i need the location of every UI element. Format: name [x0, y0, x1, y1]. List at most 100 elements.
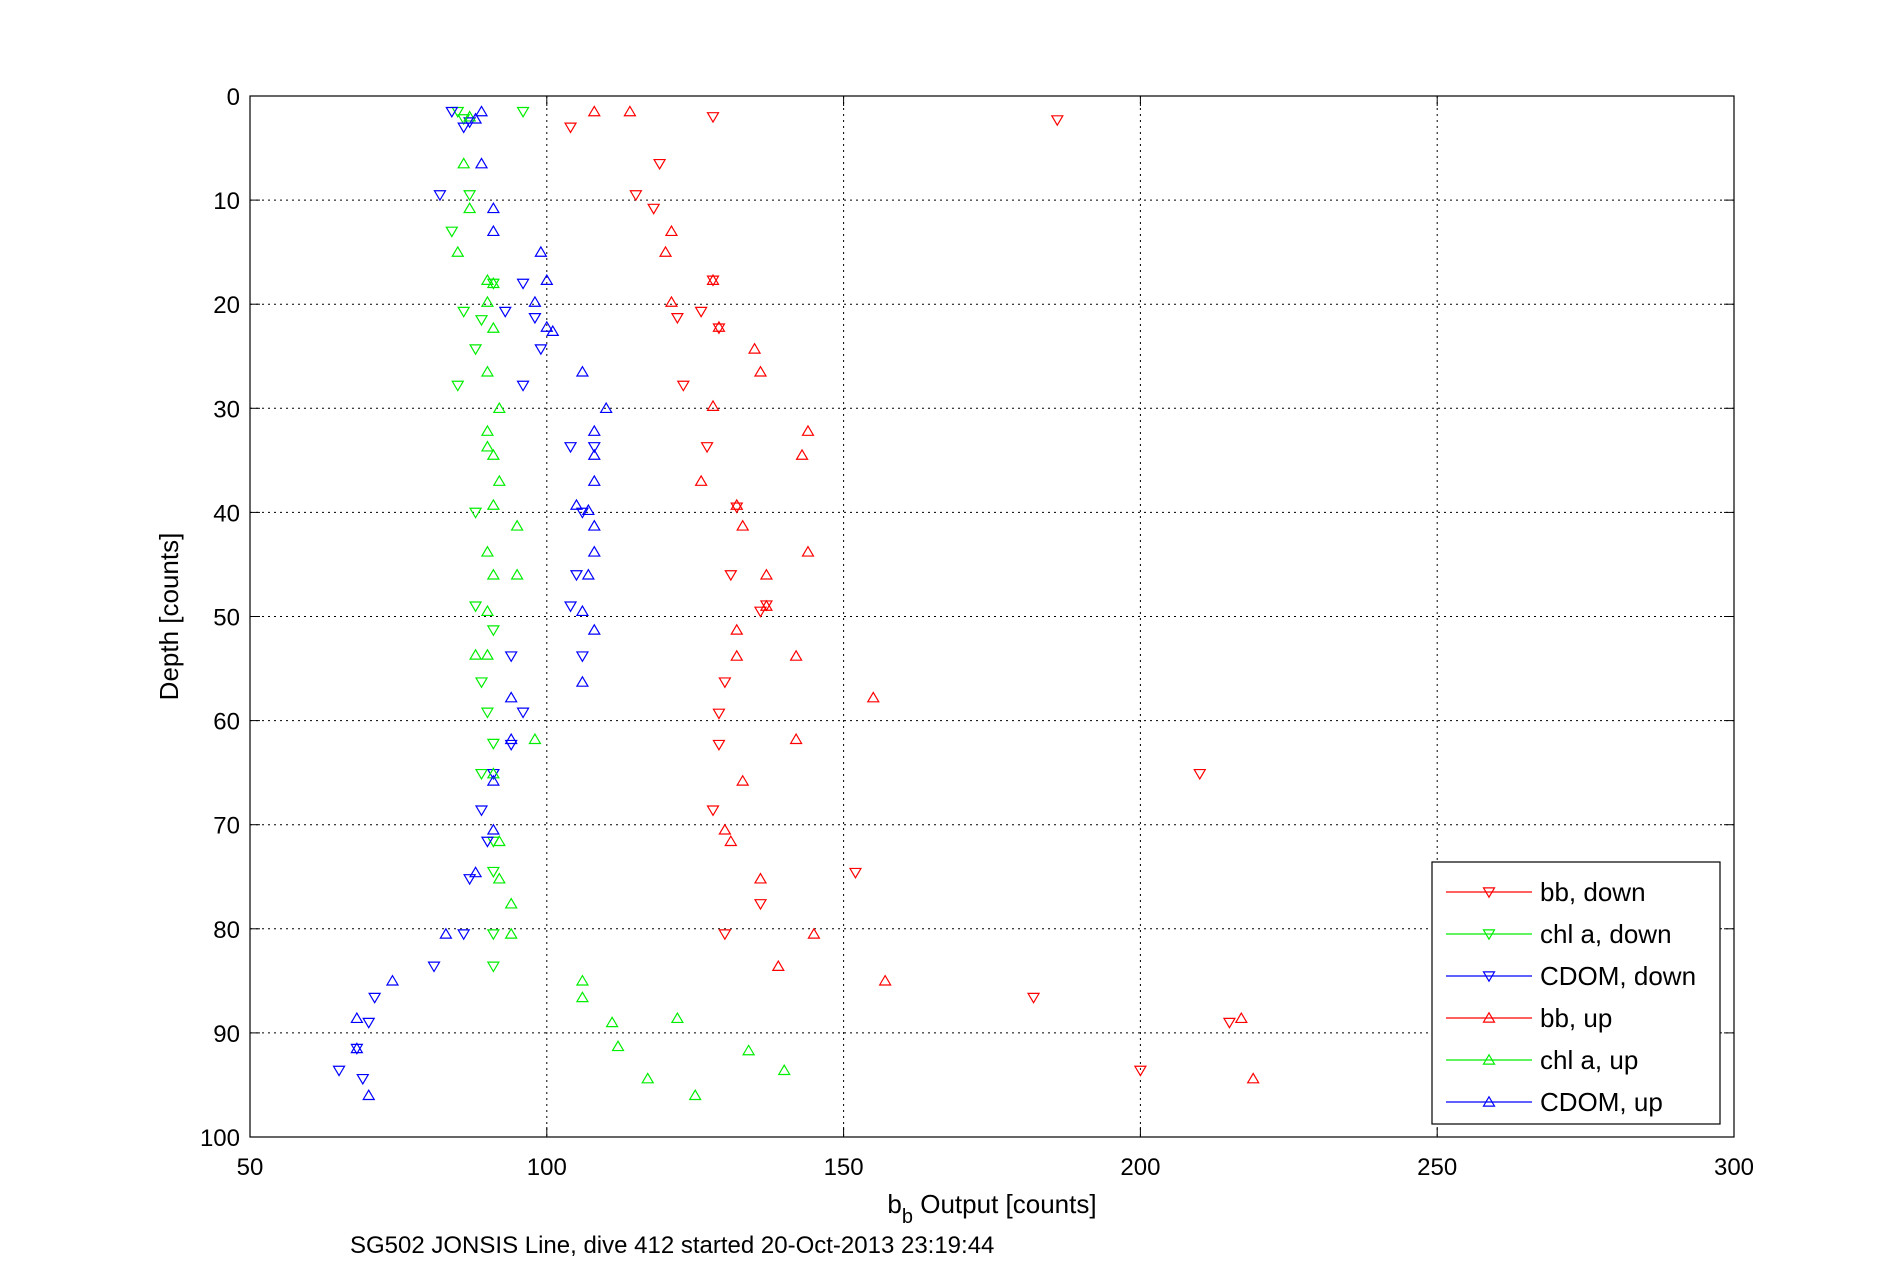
data-point	[486, 498, 500, 510]
data-point	[569, 498, 584, 510]
data-point	[599, 401, 613, 414]
data-point	[789, 732, 803, 745]
data-point	[492, 474, 506, 486]
legend-entry: CDOM, up	[1446, 1087, 1663, 1117]
data-point	[664, 295, 679, 307]
data-point	[1050, 115, 1064, 127]
data-point	[848, 867, 863, 879]
data-point	[474, 105, 489, 117]
data-point	[528, 295, 542, 307]
data-point	[795, 448, 809, 460]
data-point	[587, 448, 601, 460]
data-point	[777, 1063, 791, 1076]
data-point	[457, 929, 471, 941]
data-point	[563, 442, 578, 454]
data-point	[670, 313, 684, 325]
data-point	[694, 306, 708, 318]
legend-marker	[1482, 887, 1496, 899]
data-point	[730, 502, 744, 514]
x-tick-label: 100	[527, 1154, 567, 1181]
series-4	[451, 110, 791, 1101]
legend-marker	[1482, 1053, 1496, 1065]
data-point	[694, 474, 708, 486]
data-point	[504, 739, 518, 751]
y-tick-label: 0	[227, 84, 240, 111]
y-tick-label: 50	[213, 605, 240, 632]
x-tick-label: 250	[1417, 1154, 1457, 1181]
data-point	[771, 959, 785, 972]
data-point	[647, 203, 661, 215]
y-tick-label: 60	[213, 709, 240, 736]
data-point	[510, 568, 524, 580]
data-point	[486, 961, 500, 973]
data-point	[753, 899, 768, 911]
data-point	[534, 344, 548, 356]
data-point	[451, 245, 465, 257]
data-point	[759, 568, 773, 580]
y-tick-label: 30	[213, 396, 240, 423]
data-point	[712, 320, 726, 332]
data-point	[587, 442, 601, 454]
data-point	[569, 570, 584, 582]
data-point	[789, 649, 803, 661]
data-point	[718, 823, 732, 835]
data-point	[469, 648, 483, 660]
data-point	[516, 278, 530, 290]
data-point	[469, 507, 483, 519]
data-point	[486, 448, 500, 460]
data-point	[730, 498, 744, 510]
data-point	[1133, 1065, 1147, 1077]
series-5	[350, 105, 613, 1101]
y-axis-label: Depth [counts]	[154, 533, 184, 701]
data-point	[575, 974, 589, 986]
data-point	[688, 1088, 702, 1101]
data-point	[457, 306, 471, 318]
data-point	[528, 313, 542, 325]
data-point	[516, 707, 530, 719]
data-point	[362, 1088, 376, 1101]
y-tick-label: 20	[213, 292, 240, 319]
data-point	[498, 306, 512, 318]
data-point	[742, 1044, 756, 1056]
data-point	[486, 321, 500, 333]
data-point	[451, 380, 465, 392]
data-point	[866, 691, 880, 703]
data-point	[457, 122, 471, 134]
legend-entry: bb, down	[1446, 877, 1646, 907]
data-point	[575, 507, 589, 519]
data-point	[463, 202, 477, 214]
y-tick-label: 70	[213, 813, 240, 840]
data-point	[759, 599, 773, 611]
legend-marker	[1482, 929, 1496, 941]
data-point	[563, 601, 578, 613]
data-point	[807, 927, 821, 939]
legend-label: bb, down	[1540, 877, 1646, 907]
x-axis-label: bb Output [counts]	[887, 1189, 1096, 1228]
data-point	[504, 927, 518, 939]
data-point	[587, 545, 601, 557]
data-point	[463, 874, 477, 886]
data-point	[706, 112, 720, 124]
legend-label: chl a, down	[1540, 919, 1672, 949]
data-point	[718, 929, 732, 941]
data-point	[439, 927, 453, 939]
data-point	[718, 677, 732, 689]
data-point	[356, 1073, 370, 1086]
legend-marker	[1482, 1011, 1496, 1023]
data-point	[801, 545, 815, 557]
data-point	[504, 732, 518, 745]
data-point	[1222, 1017, 1236, 1029]
data-point	[546, 324, 560, 336]
data-point	[486, 625, 500, 637]
data-point	[540, 320, 554, 332]
data-point	[540, 273, 554, 285]
data-point	[474, 157, 489, 169]
data-point	[700, 442, 714, 454]
y-tick-label: 10	[213, 188, 240, 215]
data-point	[587, 623, 601, 635]
data-point	[670, 1011, 684, 1024]
data-series	[332, 105, 1260, 1101]
data-point	[753, 365, 768, 377]
data-point	[486, 823, 500, 835]
